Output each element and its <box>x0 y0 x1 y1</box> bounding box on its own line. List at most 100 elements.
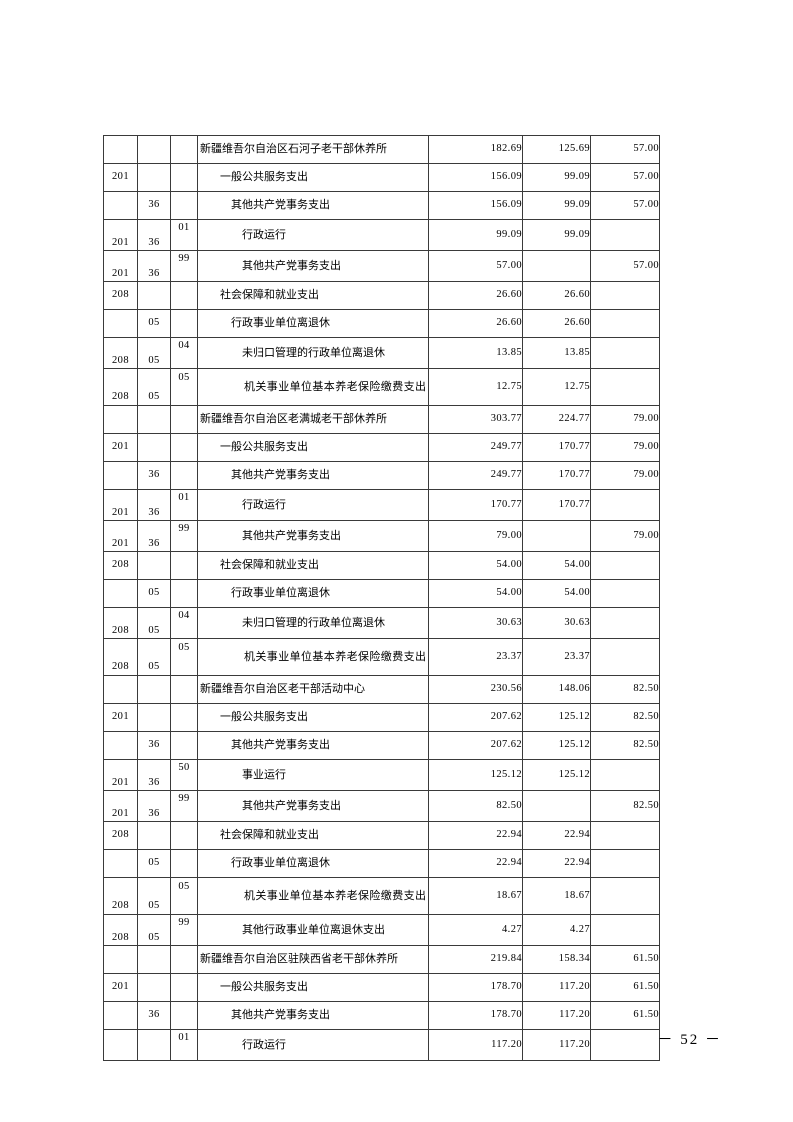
cell-code-section: 36 <box>137 461 171 490</box>
cell-basic-amount: 170.77 <box>522 433 591 462</box>
cell-project-amount <box>590 368 660 406</box>
cell-code-item <box>170 579 198 608</box>
cell-project-amount: 82.50 <box>590 731 660 760</box>
cell-total-amount: 178.70 <box>428 973 523 1002</box>
table-row: 201 36 99 其他共产党事务支出 82.50 82.50 <box>103 790 660 822</box>
cell-code-section: 05 <box>137 579 171 608</box>
cell-total-amount: 99.09 <box>428 219 523 251</box>
cell-code-item <box>170 405 198 434</box>
cell-basic-amount: 117.20 <box>522 1001 591 1030</box>
cell-code-class <box>103 461 138 490</box>
cell-code-class <box>103 675 138 704</box>
cell-total-amount: 182.69 <box>428 135 523 164</box>
cell-total-amount: 4.27 <box>428 914 523 946</box>
cell-basic-amount: 158.34 <box>522 945 591 974</box>
cell-code-class <box>103 849 138 878</box>
cell-item-name: 新疆维吾尔自治区驻陕西省老干部休养所 <box>197 945 429 974</box>
budget-table-body: 新疆维吾尔自治区石河子老干部休养所 182.69 125.69 57.00 201 一般公… <box>103 135 660 1061</box>
cell-project-amount <box>590 219 660 251</box>
table-row: 201 36 99 其他共产党事务支出 79.00 79.00 <box>103 520 660 552</box>
cell-basic-amount: 125.12 <box>522 731 591 760</box>
table-row: 201 一般公共服务支出 178.70 117.20 61.50 <box>103 973 660 1002</box>
cell-total-amount: 170.77 <box>428 489 523 521</box>
cell-project-amount <box>590 489 660 521</box>
cell-code-section <box>137 675 171 704</box>
table-row: 新疆维吾尔自治区老干部活动中心 230.56 148.06 82.50 <box>103 675 660 704</box>
table-row: 05 行政事业单位离退休 22.94 22.94 <box>103 849 660 878</box>
cell-code-item: 04 <box>170 337 198 369</box>
cell-item-name: 新疆维吾尔自治区老干部活动中心 <box>197 675 429 704</box>
cell-item-name: 其他共产党事务支出 <box>197 790 429 822</box>
cell-code-section <box>137 1029 171 1061</box>
cell-project-amount: 79.00 <box>590 520 660 552</box>
table-row: 36 其他共产党事务支出 178.70 117.20 61.50 <box>103 1001 660 1030</box>
cell-project-amount: 79.00 <box>590 405 660 434</box>
cell-total-amount: 26.60 <box>428 281 523 310</box>
cell-code-class: 208 <box>103 914 138 946</box>
item-name-text: 其他共产党事务支出 <box>242 798 341 812</box>
cell-code-section: 36 <box>137 731 171 760</box>
cell-code-item <box>170 163 198 192</box>
cell-code-item <box>170 675 198 704</box>
cell-basic-amount <box>522 790 591 822</box>
item-name-text: 新疆维吾尔自治区老满城老干部休养所 <box>200 412 387 426</box>
item-name-text: 一般公共服务支出 <box>220 170 308 184</box>
cell-project-amount <box>590 551 660 580</box>
cell-total-amount: 54.00 <box>428 551 523 580</box>
cell-code-item <box>170 551 198 580</box>
cell-code-class: 201 <box>103 759 138 791</box>
table-row: 新疆维吾尔自治区老满城老干部休养所 303.77 224.77 79.00 <box>103 405 660 434</box>
cell-code-class <box>103 1001 138 1030</box>
item-name-text: 其他共产党事务支出 <box>242 258 341 272</box>
item-name-text: 社会保障和就业支出 <box>220 558 319 572</box>
cell-code-class: 201 <box>103 703 138 732</box>
item-name-text: 其他共产党事务支出 <box>242 528 341 542</box>
item-name-text: 新疆维吾尔自治区石河子老干部休养所 <box>200 142 387 156</box>
cell-code-section: 05 <box>137 337 171 369</box>
table-row: 201 一般公共服务支出 249.77 170.77 79.00 <box>103 433 660 462</box>
cell-basic-amount: 125.69 <box>522 135 591 164</box>
cell-code-section <box>137 973 171 1002</box>
cell-basic-amount: 13.85 <box>522 337 591 369</box>
cell-project-amount: 79.00 <box>590 461 660 490</box>
cell-total-amount: 26.60 <box>428 309 523 338</box>
table-row: 201 36 01 行政运行 170.77 170.77 <box>103 489 660 521</box>
cell-basic-amount: 26.60 <box>522 309 591 338</box>
cell-total-amount: 57.00 <box>428 250 523 282</box>
cell-total-amount: 82.50 <box>428 790 523 822</box>
cell-project-amount <box>590 877 660 915</box>
cell-total-amount: 156.09 <box>428 163 523 192</box>
cell-item-name: 社会保障和就业支出 <box>197 821 429 850</box>
table-row: 201 36 01 行政运行 99.09 99.09 <box>103 219 660 251</box>
cell-total-amount: 156.09 <box>428 191 523 220</box>
cell-code-item: 99 <box>170 914 198 946</box>
cell-code-class: 201 <box>103 433 138 462</box>
cell-code-section: 36 <box>137 219 171 251</box>
cell-code-section: 36 <box>137 489 171 521</box>
cell-item-name: 一般公共服务支出 <box>197 703 429 732</box>
item-name-text: 机关事业单位基本养老保险缴费支出 <box>244 889 426 903</box>
cell-code-class: 201 <box>103 520 138 552</box>
cell-code-class: 208 <box>103 368 138 406</box>
cell-item-name: 其他共产党事务支出 <box>197 731 429 760</box>
cell-code-section: 05 <box>137 849 171 878</box>
cell-basic-amount: 12.75 <box>522 368 591 406</box>
cell-total-amount: 23.37 <box>428 638 523 676</box>
table-row: 208 05 04 未归口管理的行政单位离退休 13.85 13.85 <box>103 337 660 369</box>
cell-item-name: 其他共产党事务支出 <box>197 520 429 552</box>
cell-project-amount <box>590 638 660 676</box>
item-name-text: 其他共产党事务支出 <box>231 198 330 212</box>
cell-code-class: 208 <box>103 551 138 580</box>
item-name-text: 行政运行 <box>242 227 286 241</box>
cell-project-amount <box>590 579 660 608</box>
cell-basic-amount: 224.77 <box>522 405 591 434</box>
cell-total-amount: 207.62 <box>428 731 523 760</box>
cell-basic-amount: 99.09 <box>522 163 591 192</box>
cell-total-amount: 117.20 <box>428 1029 523 1061</box>
table-row: 01 行政运行 117.20 117.20 <box>103 1029 660 1061</box>
item-name-text: 一般公共服务支出 <box>220 440 308 454</box>
cell-code-section <box>137 163 171 192</box>
cell-basic-amount: 99.09 <box>522 191 591 220</box>
cell-basic-amount: 170.77 <box>522 489 591 521</box>
cell-item-name: 其他共产党事务支出 <box>197 250 429 282</box>
